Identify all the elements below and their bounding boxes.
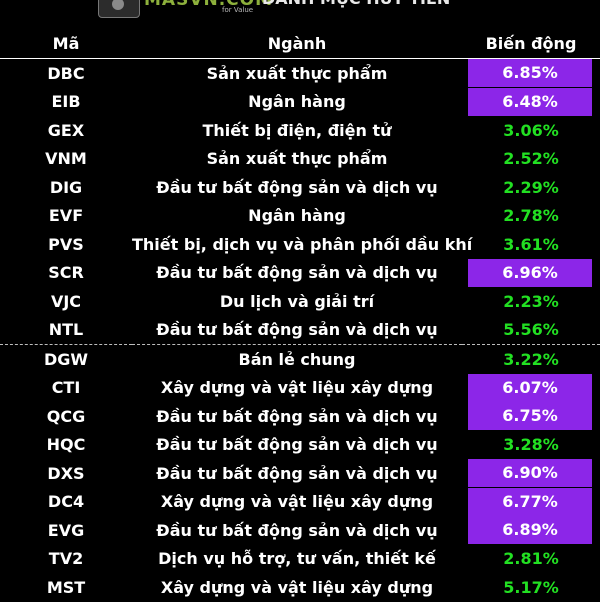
change-value-highlighted: 6.90% bbox=[468, 459, 592, 488]
change-cell: 3.22% bbox=[462, 344, 600, 374]
industry-name: Du lịch và giải trí bbox=[219, 291, 375, 311]
industry-name: Xây dựng và vật liệu xây dựng bbox=[160, 378, 434, 398]
table-row: GEX Thiết bị điện, điện tử 3.06% bbox=[0, 116, 600, 145]
change-value-highlighted: 6.07% bbox=[468, 373, 592, 402]
industry-name: Xây dựng và vật liệu xây dựng bbox=[160, 492, 434, 512]
change-value-highlighted: 6.96% bbox=[468, 258, 592, 287]
change-cell: 6.96% bbox=[462, 258, 600, 288]
table-row: CTI Xây dựng và vật liệu xây dựng 6.07% bbox=[0, 373, 600, 403]
stock-code: DC4 bbox=[47, 492, 85, 512]
industry-name: Sản xuất thực phẩm bbox=[206, 63, 388, 83]
stock-code: EVF bbox=[48, 206, 84, 226]
industry-name: Đầu tư bất động sản và dịch vụ bbox=[156, 435, 438, 455]
column-header-change: Biến động bbox=[462, 29, 600, 59]
change-cell: 5.17% bbox=[503, 577, 559, 597]
change-cell: 2.78% bbox=[503, 206, 559, 226]
industry-name: Đầu tư bất động sản và dịch vụ bbox=[156, 520, 438, 540]
change-cell: 2.29% bbox=[503, 177, 559, 197]
stock-code: VJC bbox=[50, 291, 82, 311]
industry-name: Ngân hàng bbox=[248, 206, 346, 226]
table-row: QCG Đầu tư bất động sản và dịch vụ 6.75% bbox=[0, 402, 600, 431]
industry-name: Đầu tư bất động sản và dịch vụ bbox=[156, 463, 438, 483]
column-header-code: Mã bbox=[0, 29, 132, 59]
stock-code: PVS bbox=[48, 234, 84, 254]
stock-table: Mã Ngành Biến động DBC Sản xuất thực phẩm… bbox=[0, 29, 600, 602]
stock-code: CTI bbox=[51, 378, 81, 398]
table-row: DBC Sản xuất thực phẩm 6.85% bbox=[0, 59, 600, 88]
change-cell: 3.28% bbox=[503, 435, 559, 455]
change-cell: 2.23% bbox=[503, 291, 559, 311]
change-value-highlighted: 6.48% bbox=[468, 87, 592, 116]
table-row: DXS Đầu tư bất động sản và dịch vụ 6.90% bbox=[0, 459, 600, 488]
change-cell: 3.06% bbox=[503, 120, 559, 140]
table-row: VJC Du lịch và giải trí 2.23% bbox=[0, 287, 600, 316]
table-row: NTL Đầu tư bất động sản và dịch vụ 5.56% bbox=[0, 316, 600, 345]
table-row: MST Xây dựng và vật liệu xây dựng 5.17% bbox=[0, 573, 600, 602]
change-value-highlighted: 6.75% bbox=[468, 402, 592, 431]
table-row: VNM Sản xuất thực phẩm 2.52% bbox=[0, 145, 600, 174]
page-title: DANH MỤC HÚT TIỀN bbox=[262, 0, 450, 8]
top-bar: MASVN.COM for Value DANH MỤC HÚT TIỀN bbox=[0, 0, 600, 28]
stock-code: SCR bbox=[48, 263, 84, 283]
change-cell: 6.89% bbox=[462, 516, 600, 545]
table-header-row: Mã Ngành Biến động bbox=[0, 29, 600, 59]
change-cell: 6.75% bbox=[462, 402, 600, 431]
change-cell: 3.61% bbox=[503, 234, 559, 254]
industry-name: Đầu tư bất động sản và dịch vụ bbox=[156, 177, 438, 197]
stock-code: NTL bbox=[48, 320, 84, 340]
stock-code: VNM bbox=[45, 149, 87, 169]
change-cell: 6.77% bbox=[462, 487, 600, 517]
industry-name: Sản xuất thực phẩm bbox=[206, 149, 388, 169]
stock-code: EIB bbox=[51, 92, 81, 112]
table-row: SCR Đầu tư bất động sản và dịch vụ 6.96% bbox=[0, 258, 600, 288]
industry-name: Ngân hàng bbox=[248, 92, 346, 112]
change-value-highlighted: 6.89% bbox=[468, 516, 592, 545]
change-cell: 2.52% bbox=[503, 149, 559, 169]
stock-code: DGW bbox=[0, 344, 132, 374]
stock-code: QCG bbox=[46, 406, 86, 426]
industry-name: Đầu tư bất động sản và dịch vụ bbox=[156, 406, 438, 426]
table-row: PVS Thiết bị, dịch vụ và phân phối dầu kh… bbox=[0, 230, 600, 259]
industry-name: Bán lẻ chung bbox=[132, 344, 462, 374]
stock-code: HQC bbox=[46, 435, 86, 455]
table-row: DIG Đầu tư bất động sản và dịch vụ 2.29% bbox=[0, 173, 600, 202]
table-row: DGW Bán lẻ chung 3.22% bbox=[0, 344, 600, 374]
change-cell: 2.81% bbox=[503, 549, 559, 569]
change-cell: 5.56% bbox=[503, 320, 559, 340]
brand-tagline: for Value bbox=[222, 6, 254, 14]
stock-code: GEX bbox=[47, 120, 85, 140]
table-row: EVG Đầu tư bất động sản và dịch vụ 6.89% bbox=[0, 516, 600, 545]
industry-name: Thiết bị, dịch vụ và phân phối dầu khí bbox=[132, 234, 473, 254]
industry-name: Đầu tư bất động sản và dịch vụ bbox=[156, 320, 438, 340]
industry-name: Thiết bị điện, điện tử bbox=[202, 120, 392, 140]
table-row: TV2 Dịch vụ hỗ trợ, tư vấn, thiết kế 2.81% bbox=[0, 545, 600, 574]
column-header-industry: Ngành bbox=[132, 29, 462, 59]
change-cell: 6.48% bbox=[462, 87, 600, 117]
change-cell: 6.90% bbox=[462, 459, 600, 488]
stock-code: TV2 bbox=[48, 549, 84, 569]
stock-code: MST bbox=[46, 577, 86, 597]
change-value-highlighted: 6.77% bbox=[468, 487, 592, 516]
stock-code: EVG bbox=[47, 520, 85, 540]
table-row: DC4 Xây dựng và vật liệu xây dựng 6.77% bbox=[0, 487, 600, 517]
industry-name: Đầu tư bất động sản và dịch vụ bbox=[156, 263, 438, 283]
change-value-highlighted: 6.85% bbox=[468, 59, 592, 88]
industry-name: Xây dựng và vật liệu xây dựng bbox=[160, 577, 434, 597]
stock-code: DBC bbox=[47, 63, 85, 83]
change-cell: 6.07% bbox=[462, 373, 600, 403]
industry-name: Dịch vụ hỗ trợ, tư vấn, thiết kế bbox=[158, 549, 436, 569]
stock-code: DIG bbox=[49, 177, 83, 197]
table-row: EVF Ngân hàng 2.78% bbox=[0, 202, 600, 231]
change-cell: 6.85% bbox=[462, 59, 600, 88]
table-row: HQC Đầu tư bất động sản và dịch vụ 3.28% bbox=[0, 431, 600, 460]
logo-icon bbox=[98, 0, 140, 18]
table-row: EIB Ngân hàng 6.48% bbox=[0, 87, 600, 117]
brand-name: MASVN.COM bbox=[144, 0, 274, 10]
stock-code: DXS bbox=[47, 463, 85, 483]
